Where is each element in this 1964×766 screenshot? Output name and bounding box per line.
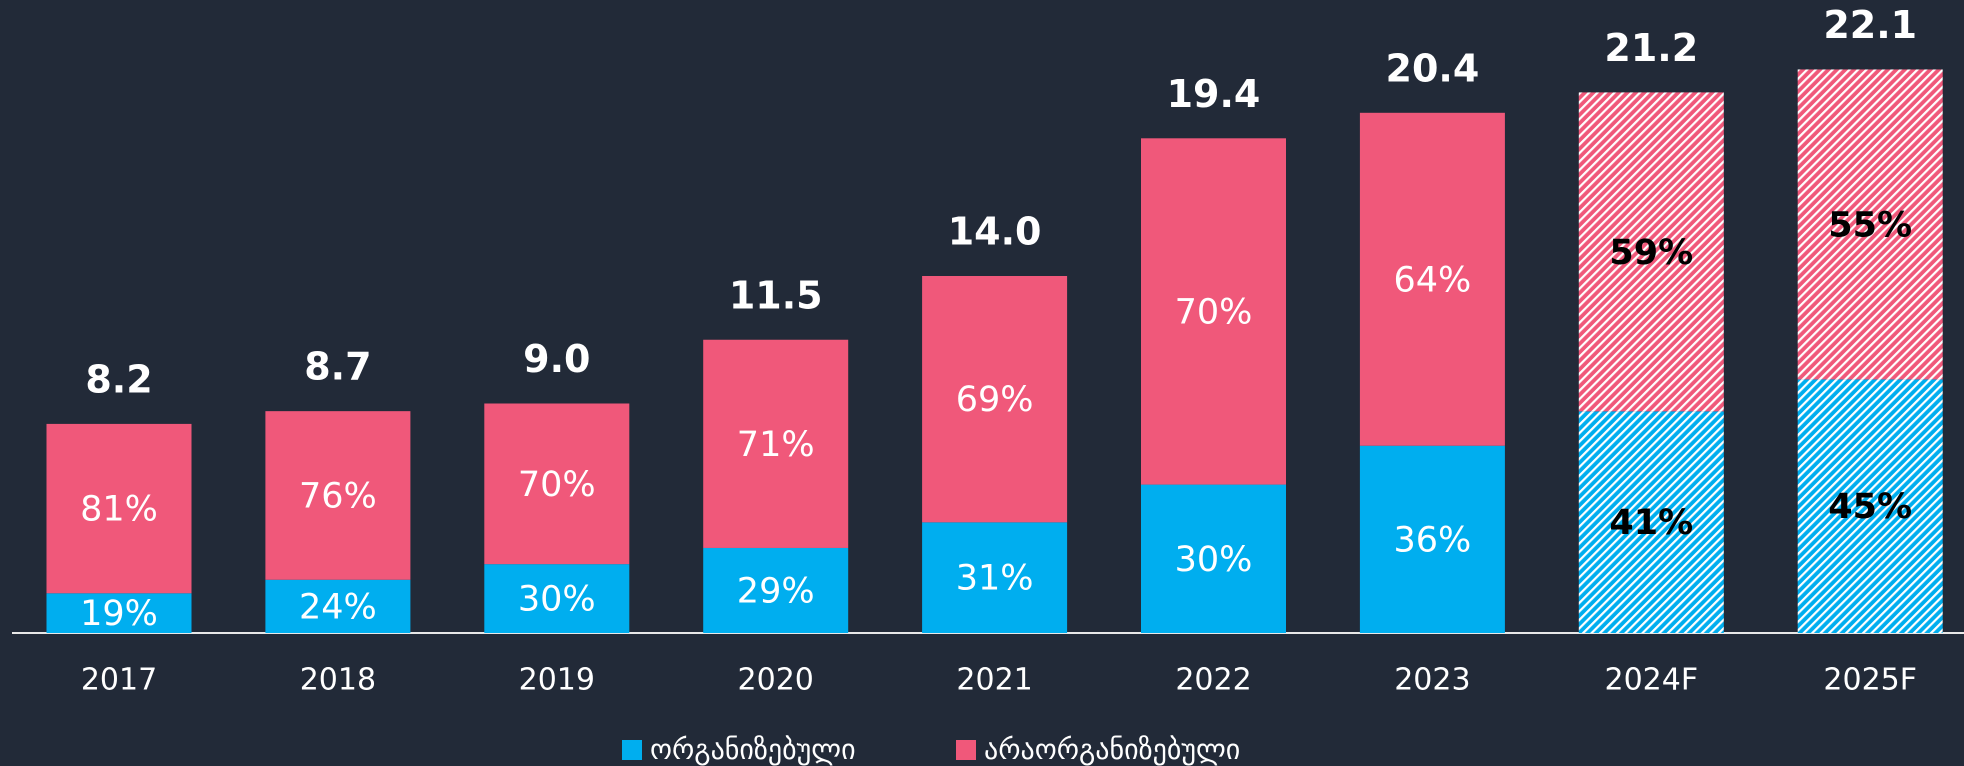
total-label: 21.2 [1604,26,1698,70]
bar-segment [703,547,849,633]
segment-label: 76% [299,476,377,516]
segment-label: 64% [1394,260,1472,300]
segment-label: 24% [299,587,377,627]
segment-label: 70% [1175,292,1253,332]
bar-segment [484,403,630,565]
segment-label: 31% [956,559,1034,599]
bar-segment [1359,112,1505,446]
bar-segment [46,593,192,633]
bar-segment [1578,411,1724,633]
total-label: 9.0 [523,337,590,381]
x-tick-label: 2023 [1394,663,1470,698]
bar-segment [265,579,411,633]
x-tick-label: 2021 [956,663,1032,698]
segment-label: 30% [1175,540,1253,580]
segment-label: 36% [1394,520,1472,560]
total-label: 22.1 [1823,3,1917,47]
bar-segment [922,522,1068,633]
total-label: 14.0 [948,210,1042,254]
bar-segment [484,564,630,633]
segment-label: 70% [518,465,596,505]
bar-segment [1797,69,1943,380]
segment-label: 45% [1828,487,1912,527]
legend-swatch [956,740,976,760]
total-label: 20.4 [1386,46,1480,90]
bar-segment [46,423,192,594]
segment-label: 71% [737,425,815,465]
x-tick-label: 2024F [1604,663,1698,698]
x-tick-label: 2018 [300,663,376,698]
x-tick-label: 2017 [81,663,157,698]
legend-label: ორგანიზებული [650,733,856,766]
bar-segment [1578,92,1724,412]
segment-label: 19% [80,594,158,634]
total-label: 11.5 [729,273,823,317]
segment-label: 69% [956,380,1034,420]
x-tick-label: 2025F [1823,663,1917,698]
bar-segment [1141,484,1286,633]
segment-label: 29% [737,571,815,611]
total-label: 8.2 [85,357,152,401]
segment-label: 55% [1828,205,1912,245]
bar-segment [1141,138,1286,485]
total-label: 19.4 [1167,72,1261,116]
segment-label: 41% [1609,503,1693,543]
bar-segment [265,411,411,580]
legend-label: არაორგანიზებული [984,733,1240,766]
segment-label: 59% [1609,233,1693,273]
segment-label: 30% [518,580,596,620]
total-label: 8.7 [304,345,371,389]
x-tick-label: 2020 [738,663,814,698]
legend-swatch [622,740,642,760]
x-tick-label: 2022 [1175,663,1251,698]
bar-segment [1359,445,1505,633]
x-tick-label: 2019 [519,663,595,698]
bar-segment [1797,379,1943,633]
bar-segment [703,339,849,548]
segment-label: 81% [80,490,158,530]
bar-segment [922,276,1068,523]
